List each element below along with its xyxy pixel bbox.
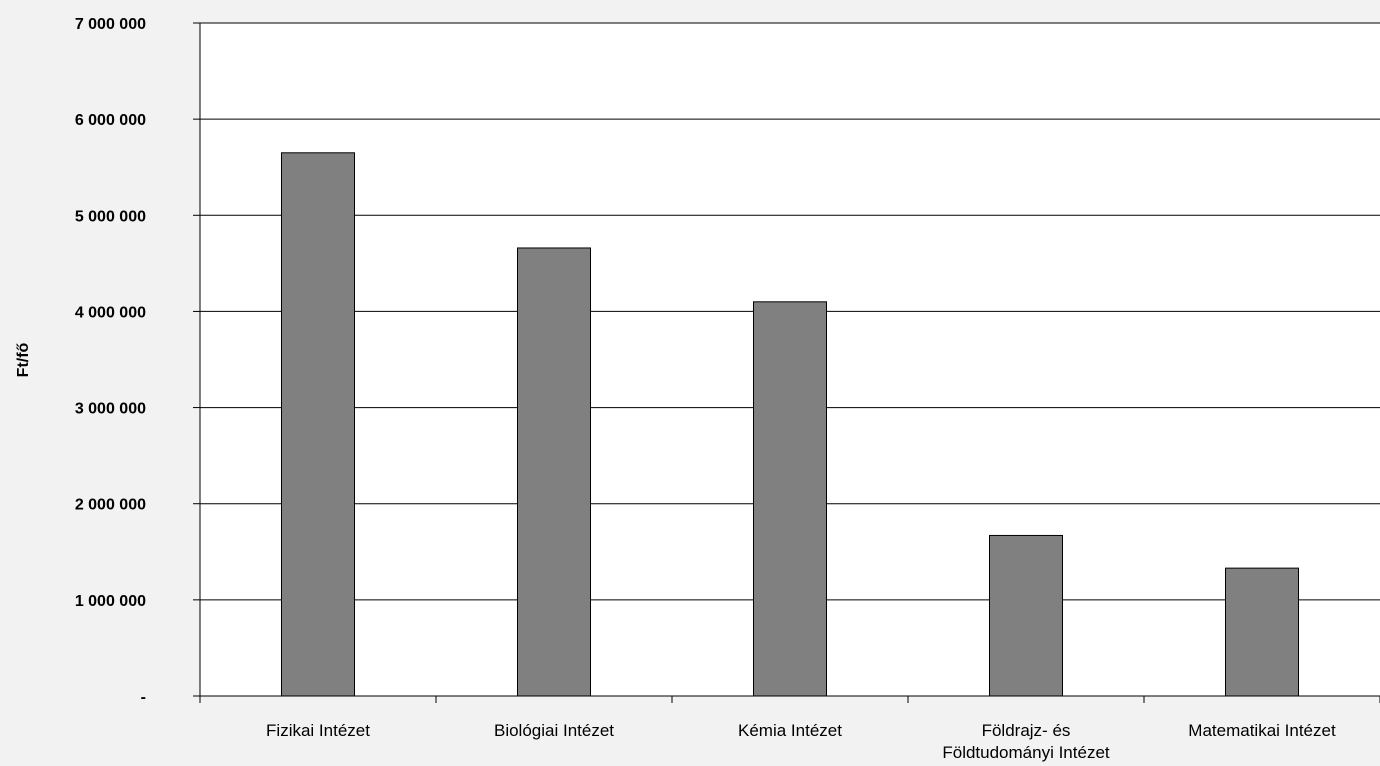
bar — [1225, 567, 1299, 697]
x-tick-label: Biológiai Intézet — [494, 721, 614, 740]
y-tick-label: 2 000 000 — [75, 497, 146, 514]
y-tick-label: 7 000 000 — [75, 16, 146, 33]
y-tick-label: 3 000 000 — [75, 401, 146, 418]
x-tick-label: Földrajz- és Földtudományi Intézet — [942, 721, 1110, 762]
axes — [193, 22, 1380, 703]
x-tick-label: Kémia Intézet — [738, 721, 842, 740]
x-tick-labels: Fizikai Intézet Biológiai Intézet Kémia In… — [266, 721, 1336, 762]
y-tick-label: 5 000 000 — [75, 208, 146, 225]
bar — [281, 152, 355, 697]
bar — [989, 534, 1063, 697]
y-tick-label: 4 000 000 — [75, 304, 146, 321]
y-tick-label: 1 000 000 — [75, 593, 146, 610]
bar — [753, 301, 827, 697]
y-tick-labels: - 1 000 000 2 000 000 3 000 000 4 000 000 5 0… — [75, 16, 146, 706]
y-tick-label: 6 000 000 — [75, 112, 146, 129]
x-tick-label: Fizikai Intézet — [266, 721, 370, 740]
y-axis-label: Ft/fő — [15, 342, 32, 377]
x-tick-label: Matematikai Intézet — [1188, 721, 1336, 740]
y-tick-label: - — [141, 689, 146, 706]
bar — [517, 247, 591, 697]
